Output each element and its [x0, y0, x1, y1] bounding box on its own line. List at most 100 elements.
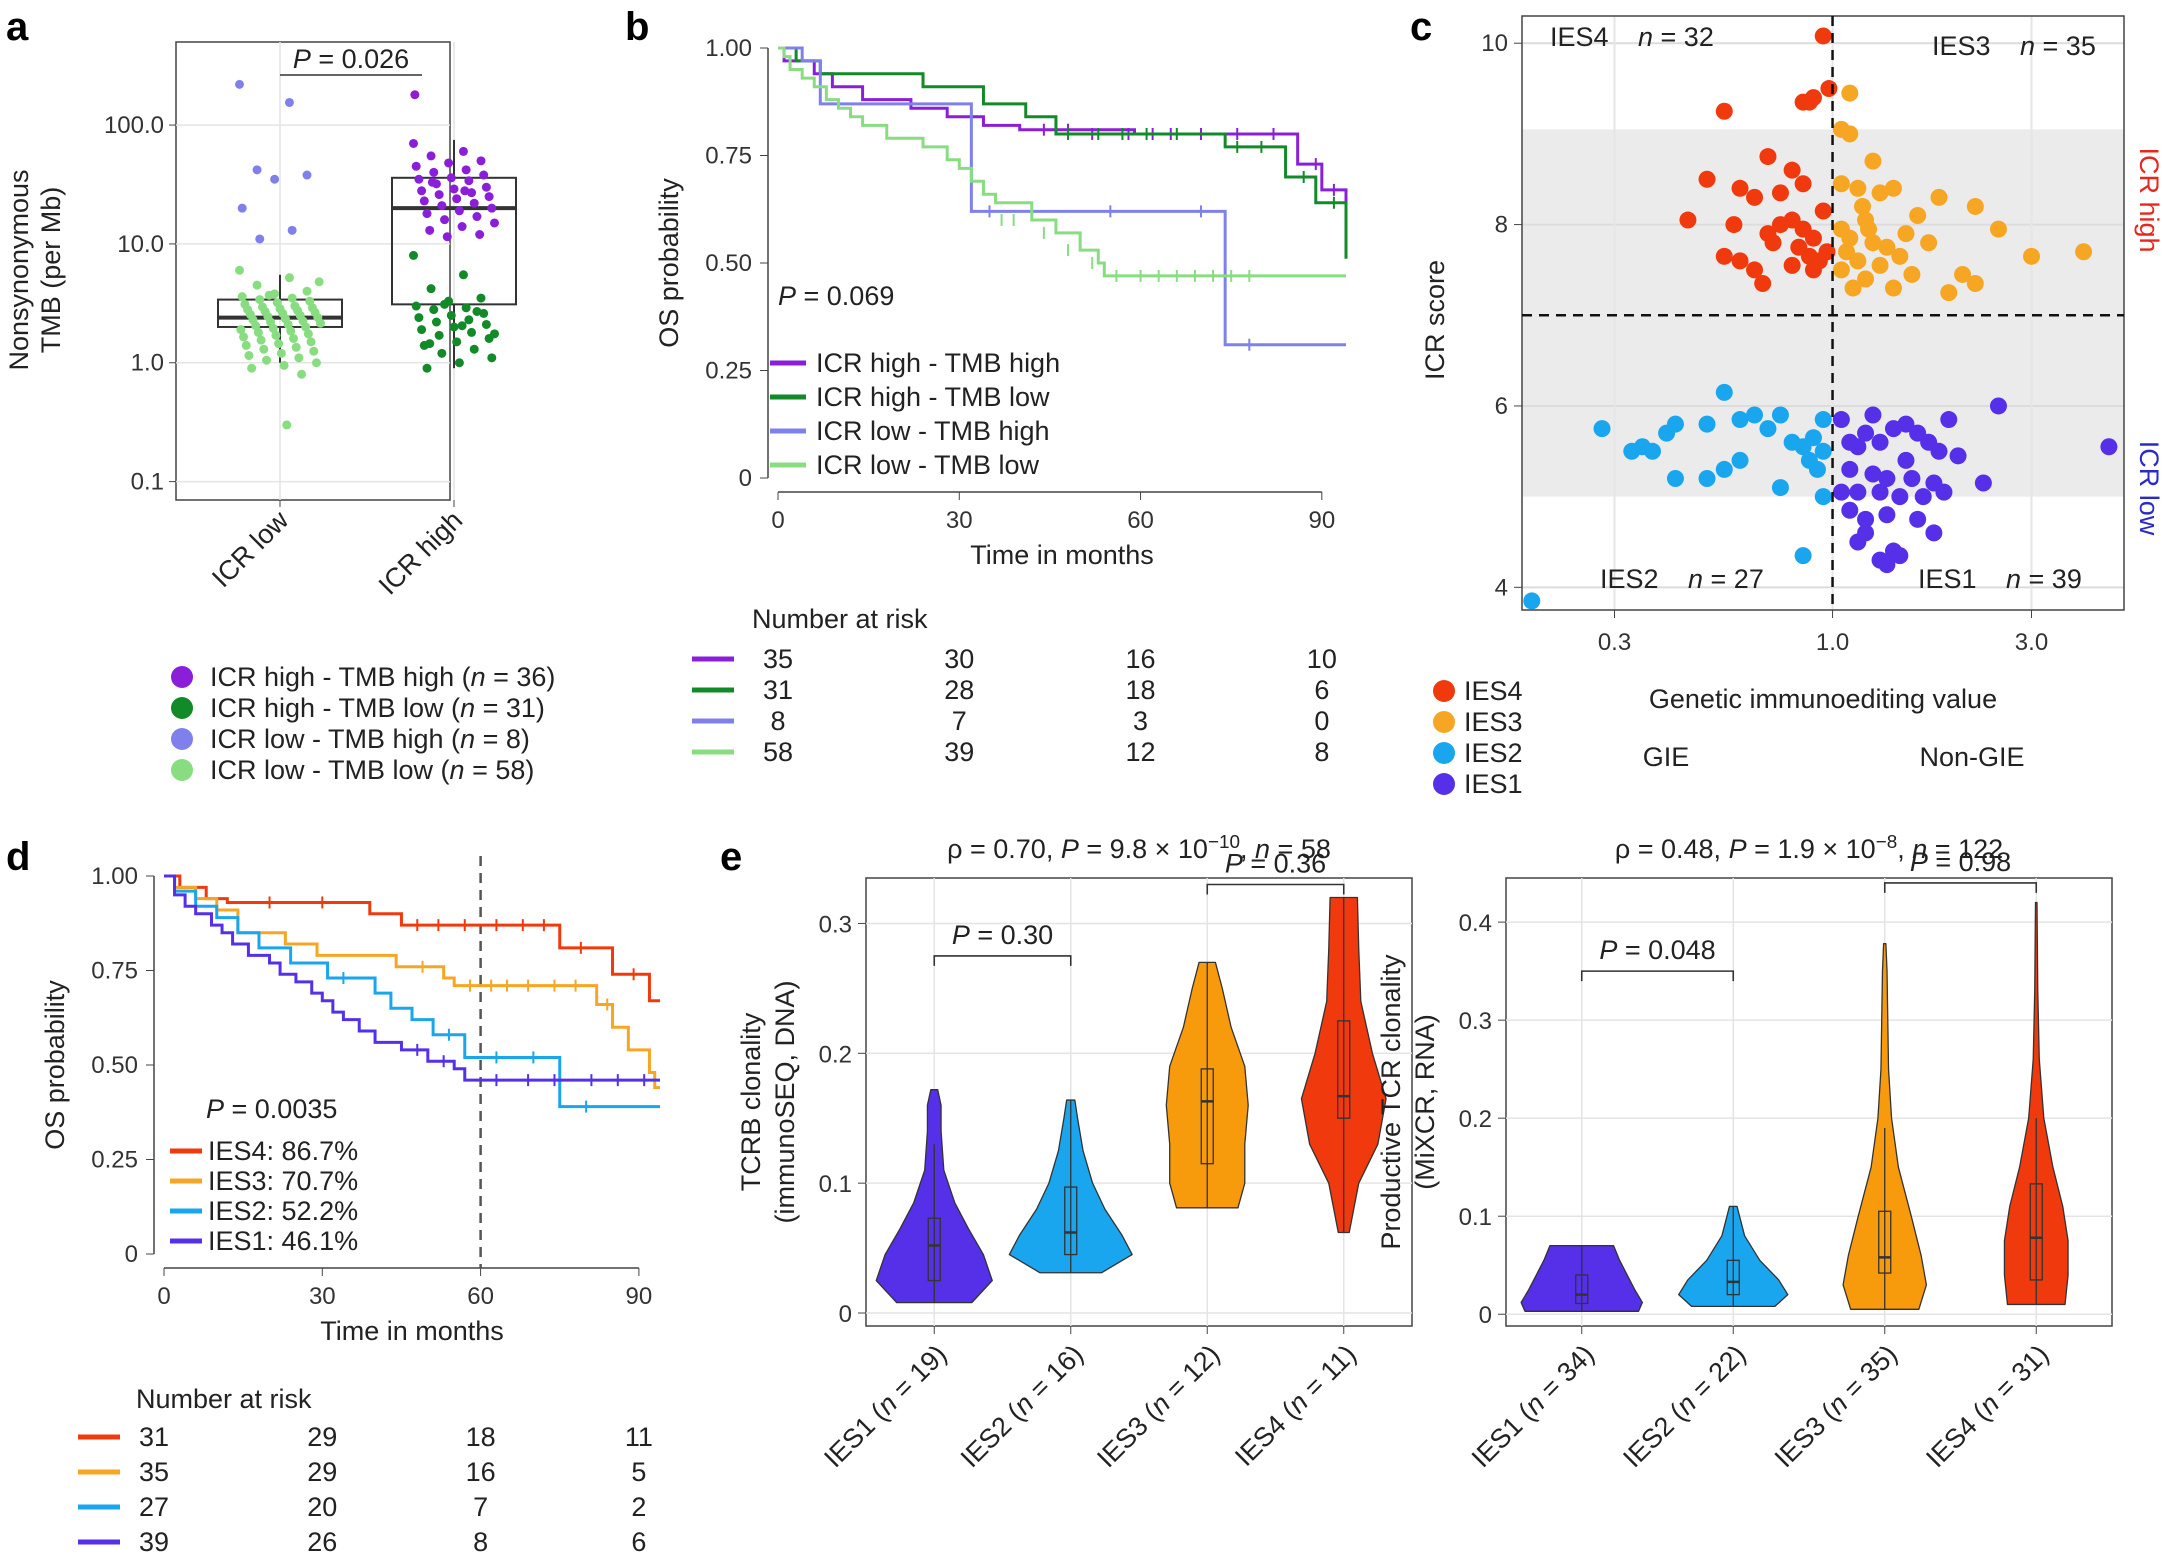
- risk-count: 20: [307, 1492, 337, 1522]
- data-point: [427, 177, 437, 187]
- data-point: [306, 337, 316, 347]
- data-point: [481, 182, 491, 192]
- data-point: [1698, 470, 1716, 488]
- data-point: [1897, 225, 1915, 243]
- panel-a-tmb-boxplot: 0.1 1.0 10.0 100.0 P = 0.026 NonsynonymousTMB…: [4, 41, 555, 785]
- legend-marker: [1433, 773, 1455, 795]
- data-point: [446, 310, 456, 320]
- y-axis-label: NonsynonymousTMB (per Mb): [4, 169, 66, 370]
- risk-count: 2: [631, 1492, 646, 1522]
- panel-label-a: a: [6, 5, 29, 49]
- data-point: [1666, 470, 1684, 488]
- data-point: [442, 232, 452, 242]
- data-point: [457, 222, 467, 232]
- data-point: [262, 355, 271, 365]
- data-point: [1731, 411, 1749, 429]
- data-point: [1954, 265, 1972, 283]
- risk-count: 29: [307, 1457, 337, 1487]
- plot-frame: [175, 41, 451, 501]
- y-tick-label: 0.1: [1459, 1204, 1492, 1231]
- data-point: [1820, 80, 1838, 98]
- y-tick-label: 0.3: [819, 911, 852, 938]
- y-axis-label: OS probability: [654, 178, 684, 348]
- data-point: [487, 203, 497, 213]
- data-point: [1764, 234, 1782, 252]
- data-point: [1854, 197, 1872, 215]
- x-axis-label: Time in months: [970, 540, 1154, 570]
- quadrant-count: n = 27: [1688, 564, 1764, 594]
- risk-count: 7: [952, 706, 967, 736]
- quadrant-count: n = 35: [2020, 31, 2096, 61]
- data-point: [481, 319, 491, 329]
- data-point: [1989, 220, 2007, 238]
- x-tick-label: 90: [626, 1283, 653, 1310]
- y-axis-label: OS probability: [40, 980, 70, 1150]
- risk-count: 3: [1133, 706, 1148, 736]
- km-curve: [778, 46, 1346, 278]
- quadrant-count: n = 32: [1638, 22, 1714, 52]
- data-point: [287, 225, 297, 235]
- km-curve: [164, 874, 660, 1003]
- data-point: [440, 215, 450, 225]
- data-point: [1771, 406, 1789, 424]
- data-point: [1949, 447, 1967, 465]
- plot-frame: [1521, 15, 2125, 611]
- risk-count: 31: [763, 675, 793, 705]
- data-point: [429, 305, 439, 315]
- data-point: [1989, 397, 2007, 415]
- x-tick-label: ICR low: [206, 505, 294, 593]
- data-point: [1935, 483, 1953, 501]
- panel-label-c: c: [1410, 5, 1432, 49]
- data-point: [1715, 460, 1733, 478]
- y-tick-label: 0.25: [705, 358, 752, 385]
- data-point: [271, 330, 281, 340]
- y-tick-label: 4: [1495, 574, 1508, 601]
- data-point: [252, 165, 262, 175]
- data-point: [429, 167, 439, 177]
- data-point: [1679, 211, 1697, 229]
- data-point: [461, 303, 471, 313]
- quadrant-name: IES4: [1550, 22, 1609, 52]
- km-curve: [164, 874, 660, 1090]
- x-tick-label: 0.3: [1598, 629, 1631, 656]
- legend-marker: [171, 728, 193, 750]
- x-tick-label: IES3 (n = 35): [1769, 1339, 1903, 1473]
- km-curve: [778, 46, 1348, 216]
- data-point: [236, 325, 246, 335]
- data-point: [1771, 479, 1789, 497]
- data-point: [1930, 188, 1948, 206]
- legend-label: IES3: 70.7%: [208, 1166, 358, 1196]
- legend-label: IES3: [1464, 707, 1523, 737]
- y-tick-label: 0.1: [131, 469, 164, 496]
- data-point: [1841, 460, 1859, 478]
- data-point: [1837, 243, 1855, 261]
- data-point: [1746, 261, 1764, 279]
- data-point: [237, 292, 247, 302]
- data-point: [256, 335, 266, 345]
- data-point: [279, 360, 289, 370]
- legend-label: ICR low - TMB low: [816, 450, 1040, 480]
- data-point: [426, 284, 436, 294]
- data-point: [1864, 234, 1882, 252]
- y-tick-label: 8: [1495, 212, 1508, 239]
- data-point: [1841, 229, 1859, 247]
- risk-count: 18: [1126, 675, 1156, 705]
- y-tick-label: 1.00: [705, 35, 752, 62]
- legend-label: ICR high - TMB high (n = 36): [210, 662, 555, 692]
- legend-marker: [1433, 742, 1455, 764]
- risk-count: 35: [763, 644, 793, 674]
- x-tick-label: 1.0: [1816, 629, 1849, 656]
- data-point: [314, 277, 324, 287]
- risk-count: 6: [631, 1527, 646, 1554]
- significance-bracket: [1883, 882, 2038, 893]
- legend-label: ICR low - TMB high: [816, 416, 1050, 446]
- y-tick-label: 0.50: [91, 1052, 138, 1079]
- data-point: [414, 174, 424, 184]
- data-point: [244, 351, 254, 361]
- data-point: [1832, 483, 1850, 501]
- x-axis-label: Genetic immunoediting value: [1649, 684, 1997, 714]
- data-point: [411, 301, 421, 311]
- data-point: [440, 299, 450, 309]
- km-curve: [164, 874, 660, 1082]
- y-tick-label: 1.00: [91, 863, 138, 890]
